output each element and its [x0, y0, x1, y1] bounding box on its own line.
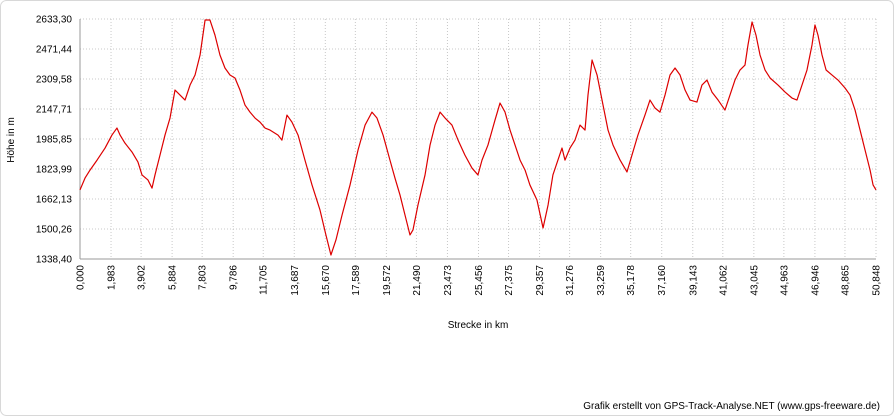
x-tick-label: 29,357 [535, 265, 546, 296]
x-tick-label: 43,045 [749, 265, 760, 296]
x-tick-label: 27,375 [504, 265, 515, 296]
elevation-line [79, 19, 877, 256]
x-tick-label: 15,670 [321, 265, 332, 296]
x-tick-label: 46,946 [810, 265, 821, 296]
y-tick-label: 1823,99 [36, 164, 73, 175]
x-tick-label: 23,473 [443, 265, 454, 296]
credit: Grafik erstellt von GPS-Track-Analyse.NE… [583, 401, 880, 412]
y-tick-label: 1985,85 [36, 135, 73, 146]
y-tick-label: 2309,58 [36, 74, 73, 85]
x-tick-label: 17,589 [351, 265, 362, 296]
y-tick-label: 1662,13 [36, 194, 73, 205]
x-tick-label: 7,803 [198, 265, 209, 290]
x-tick-label: 5,884 [168, 265, 179, 290]
y-tick-label: 1338,40 [36, 255, 73, 266]
x-tick-label: 19,572 [382, 265, 393, 296]
x-tick-label: 3,902 [137, 265, 148, 290]
x-tick-label: 50,848 [872, 265, 883, 296]
x-tick-label: 37,160 [657, 265, 668, 296]
x-tick-label: 9,786 [229, 265, 240, 290]
x-tick-label: 1,983 [107, 265, 118, 290]
x-tick-label: 13,687 [290, 265, 301, 296]
y-tick-label: 2633,30 [36, 15, 73, 26]
y-tick-label: 1500,26 [36, 225, 73, 236]
x-tick-label: 25,456 [474, 265, 485, 296]
x-tick-label: 0,000 [76, 265, 87, 290]
x-tick-label: 41,062 [718, 265, 729, 296]
x-tick-label: 11,705 [259, 265, 270, 295]
x-tick-label: 33,259 [596, 265, 607, 296]
y-axis-label: Höhe in m [6, 117, 17, 163]
x-tick-label: 44,963 [779, 265, 790, 296]
x-tick-label: 35,178 [626, 265, 637, 296]
x-tick-label: 31,276 [565, 265, 576, 296]
x-axis-label: Strecke in km [448, 320, 509, 331]
y-tick-label: 2147,71 [36, 105, 73, 116]
x-tick-label: 48,865 [840, 265, 851, 296]
x-tick-label: 39,143 [688, 265, 699, 296]
y-tick-label: 2471,44 [36, 44, 73, 55]
x-tick-label: 21,490 [412, 265, 423, 296]
